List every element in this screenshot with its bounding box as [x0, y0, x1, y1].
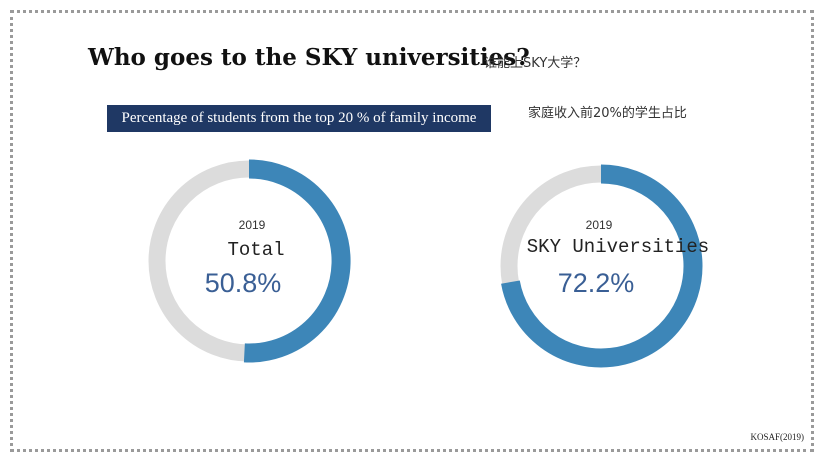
- donut-total-value: 50.8%: [205, 268, 282, 298]
- donut-total: 2019 Total 50.8%: [148, 159, 351, 363]
- donut-sky: 2019 SKY Universities 72.2%: [500, 164, 709, 368]
- source-note: KOSAF(2019): [750, 432, 804, 442]
- donut-sky-value-arc: [501, 164, 703, 368]
- page-title: Who goes to the SKY universities?: [88, 44, 530, 71]
- chart-subtitle-chinese: 家庭收入前20%的学生占比: [528, 106, 687, 121]
- donut-total-year: 2019: [239, 218, 266, 232]
- donut-total-label: Total: [227, 239, 284, 261]
- chart-subtitle: Percentage of students from the top 20 %…: [107, 105, 491, 132]
- donut-sky-year: 2019: [586, 218, 613, 232]
- donut-total-value-arc: [243, 159, 351, 363]
- donut-sky-value: 72.2%: [558, 268, 635, 298]
- donut-sky-label: SKY Universities: [527, 236, 709, 258]
- page-title-chinese: 谁能上SKY大学？: [484, 56, 587, 71]
